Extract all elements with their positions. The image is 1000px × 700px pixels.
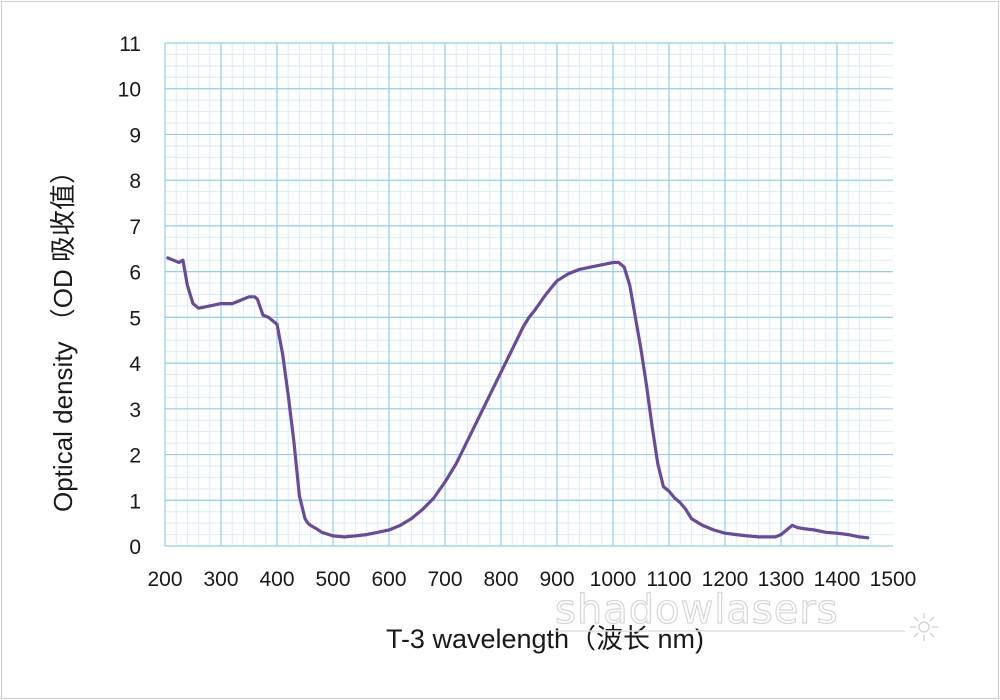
x-tick-label: 1100	[646, 568, 691, 591]
y-tick-label: 5	[129, 307, 141, 330]
y-tick-label: 0	[129, 536, 141, 559]
x-tick-label: 600	[371, 568, 406, 591]
x-tick-label: 1000	[590, 568, 637, 591]
y-tick-label: 1	[129, 490, 141, 513]
grid	[164, 42, 893, 547]
series-layer	[166, 256, 870, 540]
y-tick-label: 9	[129, 124, 141, 147]
x-tick-label: 1200	[702, 568, 749, 591]
x-tick-label: 500	[315, 568, 350, 591]
series-line	[166, 256, 870, 540]
watermark-text: shadowlasers	[555, 587, 839, 633]
x-axis-title: T-3 wavelength（波长 nm)	[386, 624, 704, 654]
x-tick-label: 200	[147, 568, 182, 591]
y-tick-label: 6	[129, 262, 141, 285]
x-tick-label: 300	[203, 568, 238, 591]
y-tick-label: 11	[119, 33, 141, 56]
x-tick-label: 800	[483, 568, 518, 591]
y-tick-labels: 0 1 2 3 4 5 6 7 8 9 10 11	[118, 33, 142, 559]
y-tick-label: 4	[129, 353, 141, 376]
y-tick-label: 8	[129, 170, 141, 193]
x-tick-label: 400	[259, 568, 294, 591]
y-tick-label: 7	[129, 216, 141, 239]
sun-icon	[910, 613, 938, 641]
y-tick-label: 2	[129, 445, 141, 468]
x-tick-label: 1400	[814, 568, 861, 591]
x-tick-label: 1300	[758, 568, 805, 591]
y-axis-title: Optical density （OD 吸收值）	[48, 158, 78, 512]
x-tick-labels: 200 300 400 500 600 700 800 900 1000 1100 1200 1300…	[147, 568, 916, 591]
y-tick-label: 10	[118, 79, 141, 102]
x-tick-label: 700	[427, 568, 462, 591]
y-tick-label: 3	[129, 399, 141, 422]
x-tick-label: 1500	[870, 568, 917, 591]
x-tick-label: 900	[539, 568, 574, 591]
watermark-logo: shadowlasers	[554, 586, 938, 641]
